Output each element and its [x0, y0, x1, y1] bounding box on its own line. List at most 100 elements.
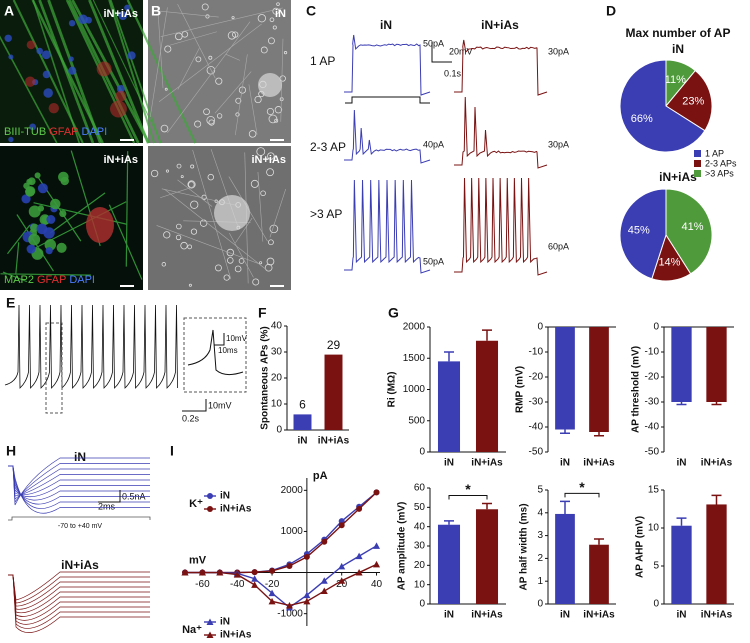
marker — [286, 562, 293, 569]
cell — [269, 17, 275, 23]
cell — [37, 183, 48, 194]
nucleus — [116, 85, 125, 93]
fiber — [126, 0, 197, 144]
nucleus — [127, 51, 136, 60]
astro — [115, 90, 127, 102]
x-tick-label: iN — [560, 610, 570, 621]
neurite — [192, 149, 232, 280]
cell — [272, 7, 280, 15]
error-bar — [482, 502, 492, 510]
x-tick-label: -20 — [265, 579, 280, 590]
marker — [268, 589, 276, 597]
legend-label: iN+iAs — [220, 504, 252, 515]
pie-label: 23% — [682, 96, 704, 108]
y-tick-label: -40 — [645, 422, 660, 433]
y-tick-label: -30 — [645, 397, 660, 408]
cell — [190, 164, 195, 169]
error-bar — [711, 494, 722, 505]
y-tick-label: -1000 — [277, 608, 303, 619]
marker — [207, 493, 213, 499]
labels: A B C D E F G H I iN+iAs BIII-TUB GFAP DAP… — [4, 3, 730, 572]
error-bar — [444, 520, 454, 525]
nucleus — [68, 66, 77, 75]
bar — [293, 414, 312, 430]
image-texture — [0, 0, 288, 287]
cell — [260, 190, 266, 197]
error-bar — [560, 500, 570, 514]
cluster — [214, 195, 250, 231]
marker — [338, 518, 345, 525]
y-tick-label: 10 — [414, 579, 426, 590]
marker — [303, 553, 310, 560]
trace — [8, 574, 150, 617]
x-tick-label: -60 — [195, 579, 210, 590]
series-line — [185, 563, 377, 607]
current-label: 40pA — [423, 139, 444, 149]
legend-swatch — [694, 160, 701, 167]
scale-label: 20mV — [449, 46, 473, 56]
image-tag: iN+iAs — [103, 8, 138, 20]
panel-letter: I — [170, 443, 174, 459]
trace — [344, 109, 431, 164]
y-tick-label: -40 — [529, 422, 544, 433]
marker — [269, 567, 276, 574]
x-tick-label: iN+iAs — [701, 458, 733, 469]
scale-label: 0.1s — [444, 68, 462, 78]
marker — [251, 569, 258, 576]
pie-subtitle: iN — [672, 42, 684, 56]
panel-letter: F — [258, 305, 267, 321]
cell — [205, 14, 210, 19]
y-tick-label: 0 — [653, 599, 659, 610]
neurite — [225, 53, 241, 61]
scale-label: 10ms — [218, 346, 238, 355]
cell — [45, 247, 53, 255]
trace — [454, 96, 548, 169]
y-tick-label: 5 — [537, 485, 543, 496]
y-tick-label: 2 — [537, 553, 543, 564]
marker — [356, 505, 363, 512]
cell — [274, 118, 279, 123]
trace — [344, 34, 431, 96]
cell — [36, 223, 48, 235]
bar — [437, 524, 461, 604]
cell — [163, 231, 171, 239]
trace — [4, 304, 178, 389]
stain-legend: MAP2 GFAP DAPI — [4, 274, 95, 286]
nucleus — [4, 34, 12, 42]
y-axis-label: AP threshold (mV) — [631, 346, 642, 433]
current-label: 30pA — [548, 46, 569, 56]
cell — [56, 242, 67, 253]
stain: BIII-TUB — [4, 126, 46, 138]
marker — [206, 618, 214, 625]
astro — [26, 40, 36, 50]
significance: * — [579, 479, 585, 495]
cell — [165, 169, 170, 173]
stain: DAPI — [82, 126, 108, 138]
plots: 11%23%66%41%14%45%1 AP2-3 APs>3 APs01020… — [4, 34, 737, 641]
image-b-top — [148, 0, 291, 143]
fiber — [108, 0, 156, 144]
neurite — [158, 23, 262, 102]
pie-label: 66% — [631, 113, 653, 125]
cell — [150, 169, 159, 178]
significance-bracket — [564, 492, 600, 498]
trace — [344, 179, 431, 274]
nucleus — [124, 4, 131, 11]
neurite — [280, 38, 284, 122]
error-bar — [560, 429, 570, 434]
legend-label: 2-3 APs — [705, 158, 737, 168]
nucleus — [8, 54, 14, 60]
x-tick-label: iN — [560, 458, 570, 469]
marker — [320, 587, 328, 595]
cell — [238, 258, 245, 264]
panel-letter: C — [306, 3, 316, 19]
cell — [256, 147, 266, 156]
scale-bar — [98, 490, 121, 503]
cell — [235, 97, 242, 104]
legend-label: iN — [220, 617, 230, 628]
cell — [276, 2, 280, 6]
cell — [216, 113, 223, 119]
trace — [8, 571, 150, 601]
nucleus — [78, 14, 88, 25]
y-tick-label: 20 — [414, 560, 426, 571]
